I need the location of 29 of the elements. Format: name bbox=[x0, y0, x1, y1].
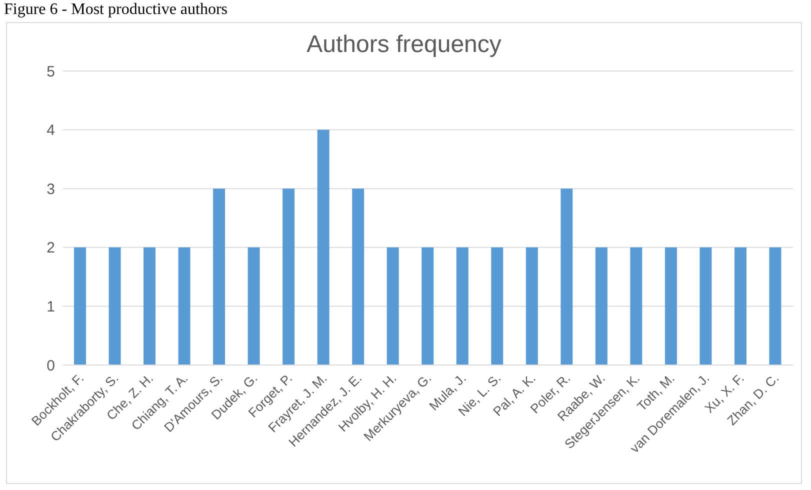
bar bbox=[491, 247, 504, 365]
y-tick-label: 3 bbox=[46, 180, 55, 198]
bar bbox=[282, 188, 295, 365]
y-tick-label: 1 bbox=[46, 298, 55, 316]
bar bbox=[178, 247, 190, 365]
bar bbox=[144, 247, 156, 365]
bar bbox=[248, 247, 260, 365]
bar bbox=[74, 247, 86, 365]
y-tick-label: 4 bbox=[46, 122, 55, 140]
bar bbox=[630, 247, 642, 365]
bar bbox=[560, 188, 573, 365]
bar bbox=[595, 247, 608, 365]
bar bbox=[700, 247, 712, 365]
bar bbox=[386, 247, 399, 365]
bar bbox=[213, 188, 226, 365]
caption: Figure 6 - Most productive authors bbox=[4, 0, 229, 20]
bar bbox=[108, 247, 121, 365]
y-tick-label: 5 bbox=[46, 63, 55, 80]
bar bbox=[664, 247, 677, 365]
bar bbox=[317, 130, 330, 365]
bar bbox=[734, 247, 746, 365]
y-tick-label: 0 bbox=[46, 357, 55, 374]
bar bbox=[422, 247, 434, 365]
bar bbox=[526, 247, 538, 365]
y-tick-label: 2 bbox=[46, 240, 55, 257]
bar bbox=[352, 188, 364, 365]
bar bbox=[456, 247, 468, 365]
bar bbox=[769, 247, 782, 365]
chart-title: Authors frequency bbox=[306, 31, 502, 60]
